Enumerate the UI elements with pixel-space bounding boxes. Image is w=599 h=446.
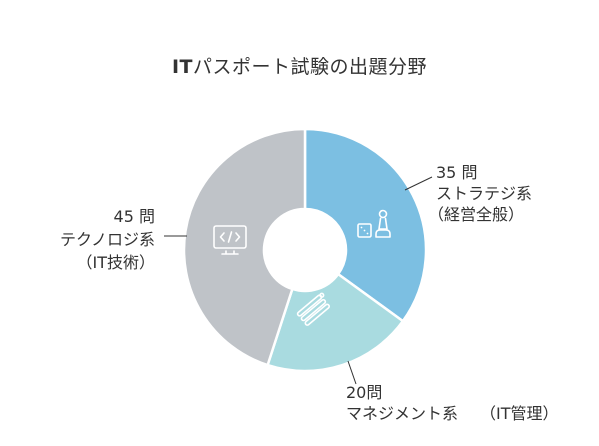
label-technology-detail: （IT技術）: [77, 253, 156, 272]
leader-line-management: [347, 360, 357, 385]
slice-labels: 35 問 ストラテジ系 （経営全般） 20問 マネジメント系 （IT管理） 45…: [60, 163, 559, 423]
label-technology-count: 45 問: [114, 207, 155, 226]
label-strategy-count: 35 問: [436, 163, 477, 182]
code-monitor-icon: [213, 225, 247, 255]
chart-title-lead: IT: [171, 56, 193, 78]
game-pieces-icon: [357, 209, 391, 238]
label-management-detail: （IT管理）: [480, 404, 559, 423]
leader-line-strategy: [404, 176, 433, 191]
leader-lines: [164, 176, 433, 385]
slice-management: [266, 272, 405, 373]
chart-title: ITパスポート試験の出題分野: [0, 52, 599, 79]
label-strategy-detail: （経営全般）: [428, 205, 524, 224]
tools-icon: [296, 292, 331, 326]
label-strategy-category: ストラテジ系: [436, 184, 532, 203]
donut-slices: [182, 127, 428, 373]
slice-technology: [182, 127, 307, 367]
label-technology-category: テクノロジ系: [60, 230, 155, 249]
slice-icons: [213, 209, 391, 326]
label-management-count: 20問: [346, 383, 382, 402]
label-management-category: マネジメント系: [346, 404, 458, 423]
chart-title-rest: パスポート試験の出題分野: [193, 56, 428, 78]
slice-strategy: [303, 127, 428, 323]
